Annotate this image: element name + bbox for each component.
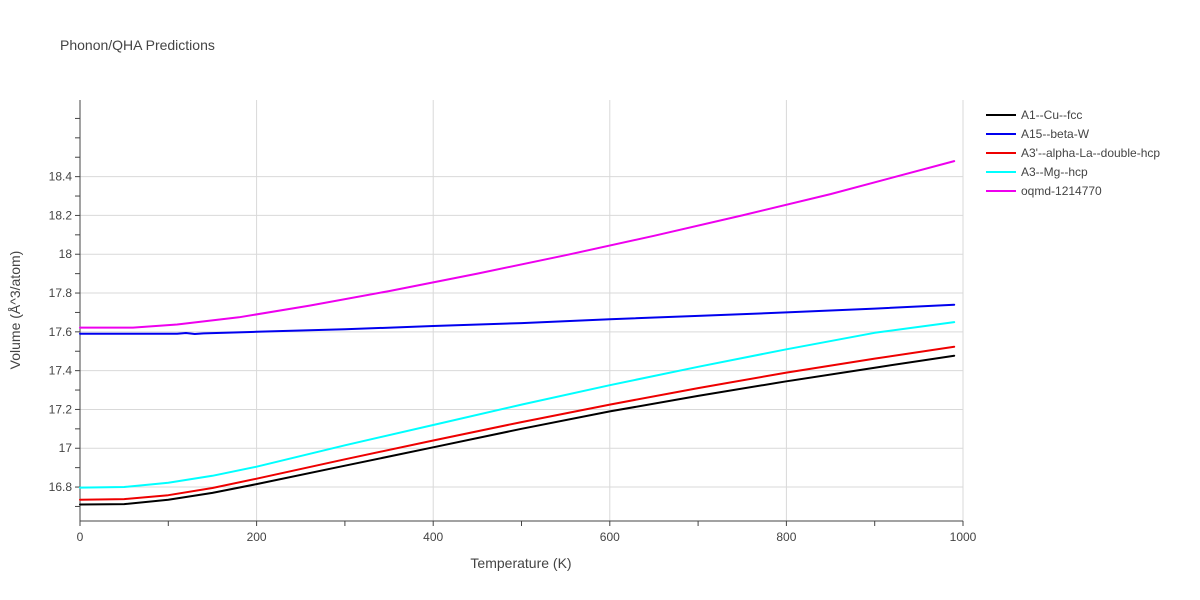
y-tick-label: 17.6 (49, 325, 73, 339)
series-line-a15-beta-w[interactable] (79, 303, 956, 335)
x-tick-label: 800 (776, 530, 796, 544)
y-tick-label: 17.2 (49, 402, 73, 416)
series-line-a3-alpha-la-double-hcp[interactable] (79, 345, 956, 501)
x-tick-label: 1000 (950, 530, 977, 544)
legend-item[interactable]: oqmd-1214770 (986, 184, 1102, 198)
series-line-a3-mg-hcp[interactable] (79, 321, 956, 489)
x-axis-title: Temperature (K) (470, 555, 571, 571)
legend-item[interactable]: A1--Cu--fcc (986, 108, 1082, 122)
x-tick-label: 0 (77, 530, 84, 544)
plot-area (79, 160, 956, 506)
legend-label: A3'--alpha-La--double-hcp (1021, 146, 1160, 160)
y-tick-label: 18.4 (49, 170, 73, 184)
legend-label: A1--Cu--fcc (1021, 108, 1082, 122)
gridlines (80, 100, 964, 521)
y-tick-label: 16.8 (49, 480, 73, 494)
x-tick-label: 200 (247, 530, 267, 544)
legend-item[interactable]: A3--Mg--hcp (986, 165, 1088, 179)
y-tick-label: 18 (59, 247, 73, 261)
legend[interactable]: A1--Cu--fcc A15--beta-W A3'--alpha-La--dou… (986, 108, 1160, 198)
x-tick-label: 600 (600, 530, 620, 544)
legend-label: A3--Mg--hcp (1021, 165, 1088, 179)
y-tick-label: 17 (59, 441, 73, 455)
legend-label: A15--beta-W (1021, 127, 1090, 141)
y-tick-label: 18.2 (49, 208, 73, 222)
chart-title: Phonon/QHA Predictions (60, 37, 215, 53)
legend-label: oqmd-1214770 (1021, 184, 1102, 198)
series-line-a1-cu-fcc[interactable] (79, 354, 956, 506)
legend-item[interactable]: A15--beta-W (986, 127, 1090, 141)
axes: 0 200 400 600 800 1000 16.8 17 17.2 17.4 17.6 17.8 1… (49, 100, 977, 544)
legend-item[interactable]: A3'--alpha-La--double-hcp (986, 146, 1160, 160)
y-tick-label: 17.8 (49, 286, 73, 300)
y-tick-label: 17.4 (49, 364, 73, 378)
series-line-oqmd-1214770[interactable] (79, 160, 956, 329)
y-axis-title: Volume (Å^3/atom) (7, 251, 23, 370)
x-tick-label: 400 (423, 530, 443, 544)
